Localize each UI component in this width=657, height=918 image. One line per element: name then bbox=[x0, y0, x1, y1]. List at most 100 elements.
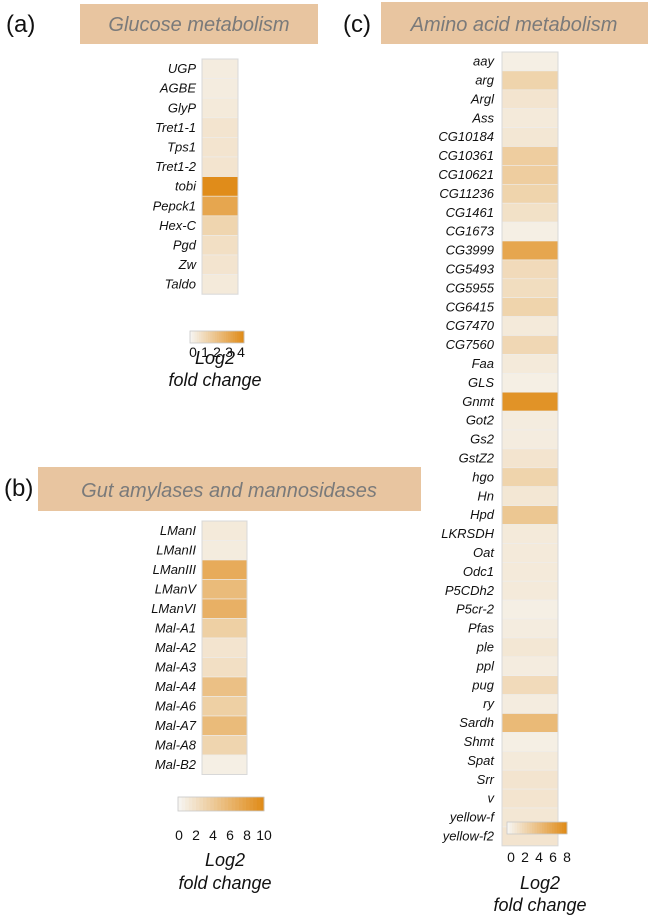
panel-c-title-box bbox=[381, 2, 648, 44]
row-label-cg11236: CG11236 bbox=[439, 186, 494, 201]
panel-a-heatmap: UGP AGBE GlyP Tret1-1 Tps1 Tret1-2 tobi Pepck1 H… bbox=[153, 58, 239, 295]
panel-a-legend-line1: Log2 bbox=[195, 348, 235, 368]
colorbar-tick-label: 6 bbox=[226, 827, 234, 843]
colorbar-segment bbox=[235, 331, 238, 343]
colorbar-tick-label: 2 bbox=[213, 344, 221, 360]
heatmap-cell-spat bbox=[501, 750, 559, 771]
heatmap-cell-glyp bbox=[201, 97, 239, 119]
panel-b-legend-line1: Log2 bbox=[205, 850, 245, 870]
colorbar-segment bbox=[260, 797, 265, 811]
heatmap-cell-gstz2 bbox=[501, 448, 559, 469]
heatmap-cell-mal-a2 bbox=[201, 637, 248, 658]
colorbar-tick-label: 0 bbox=[175, 827, 183, 843]
colorbar-segment bbox=[239, 331, 243, 343]
panel-a-title-box bbox=[80, 4, 318, 44]
row-label-oat: Oat bbox=[473, 545, 495, 560]
heatmap-cell-ass bbox=[501, 108, 559, 128]
colorbar-segment bbox=[557, 822, 560, 834]
colorbar-segment bbox=[554, 822, 558, 834]
colorbar-segment bbox=[237, 331, 240, 343]
colorbar-segment bbox=[249, 797, 254, 811]
panel-c: (c) Amino acid metabolism aay arg Argl Ass C… bbox=[343, 2, 648, 915]
colorbar-segment bbox=[194, 331, 198, 343]
row-label-tret1-1: Tret1-1 bbox=[155, 120, 196, 135]
colorbar-segment bbox=[559, 822, 563, 834]
row-label-ple: ple bbox=[476, 640, 494, 655]
colorbar-tick-label: 2 bbox=[192, 827, 200, 843]
heatmap-cell-lkrsdh bbox=[501, 524, 559, 544]
row-label-cg7560: CG7560 bbox=[446, 337, 495, 352]
heatmap-cell-gs2 bbox=[501, 429, 559, 450]
row-label-ppl: ppl bbox=[476, 658, 495, 673]
colorbar-segment bbox=[181, 797, 186, 811]
row-label-pfas: Pfas bbox=[468, 621, 495, 636]
colorbar-tick-label: 0 bbox=[507, 849, 515, 865]
panel-b-legend-line2: fold change bbox=[178, 873, 271, 893]
colorbar-segment bbox=[544, 822, 548, 834]
colorbar-tick-label: 6 bbox=[549, 849, 557, 865]
row-label-gls: GLS bbox=[468, 375, 494, 390]
heatmap-cell-mal-a6 bbox=[201, 696, 248, 717]
row-label-cg7470: CG7470 bbox=[446, 318, 495, 333]
colorbar-segment bbox=[224, 797, 229, 811]
heatmap-cell-mal-a8 bbox=[201, 735, 248, 756]
heatmap-cell-cg7560 bbox=[501, 335, 559, 355]
row-label-pepck1: Pepck1 bbox=[153, 198, 196, 213]
colorbar-segment bbox=[219, 331, 222, 343]
row-label-p5cr-2: P5cr-2 bbox=[456, 602, 495, 617]
colorbar-segment bbox=[253, 797, 258, 811]
colorbar-tick-label: 4 bbox=[535, 849, 543, 865]
row-label-yellow-f2: yellow-f2 bbox=[442, 829, 495, 844]
panel-b-colorbar: 0 2 4 6 8 10 bbox=[175, 796, 272, 843]
panel-a-legend-line2: fold change bbox=[168, 370, 261, 390]
heatmap-cell-cg10184 bbox=[501, 127, 559, 147]
heatmap-cell-oat bbox=[501, 543, 559, 563]
row-label-pug: pug bbox=[471, 677, 494, 692]
row-label-gstz2: GstZ2 bbox=[459, 451, 495, 466]
heatmap-cell-cg11236 bbox=[501, 184, 559, 204]
colorbar-segment bbox=[214, 331, 218, 343]
colorbar-tick-label: 3 bbox=[225, 344, 233, 360]
heatmap-cell-mal-a1 bbox=[201, 618, 248, 639]
heatmap-cell-tobi bbox=[201, 176, 239, 197]
colorbar-tick-label: 8 bbox=[563, 849, 571, 865]
colorbar-segment bbox=[217, 331, 220, 343]
row-label-cg1461: CG1461 bbox=[446, 205, 494, 220]
colorbar-segment bbox=[241, 331, 245, 343]
heatmap-cell-srr bbox=[501, 769, 559, 790]
colorbar-segment bbox=[203, 797, 208, 811]
heatmap-cell-taldo bbox=[201, 274, 239, 295]
row-label-hn: Hn bbox=[477, 488, 494, 503]
colorbar-segment bbox=[210, 331, 213, 343]
heatmap-cell-argl bbox=[501, 89, 559, 110]
colorbar-segment bbox=[562, 822, 565, 834]
colorbar-segment bbox=[256, 797, 261, 811]
row-label-glyp: GlyP bbox=[168, 100, 197, 115]
colorbar-segment bbox=[519, 822, 523, 834]
heatmap-cell-lmani bbox=[201, 520, 248, 541]
heatmap-cell-mal-a7 bbox=[201, 715, 248, 736]
row-label-faa: Faa bbox=[472, 356, 494, 371]
row-label-yellow-f: yellow-f bbox=[449, 810, 495, 825]
row-label-mal-a1: Mal-A1 bbox=[155, 621, 196, 636]
row-label-tret1-2: Tret1-2 bbox=[155, 159, 197, 174]
colorbar-segment bbox=[238, 797, 243, 811]
heatmap-cell-pgd bbox=[201, 235, 239, 256]
heatmap-cell-pug bbox=[501, 675, 559, 695]
row-label-aay: aay bbox=[473, 54, 495, 69]
row-label-tobi: tobi bbox=[175, 179, 197, 194]
row-label-cg5955: CG5955 bbox=[446, 280, 495, 295]
colorbar-tick-label: 2 bbox=[521, 849, 529, 865]
heatmap-cell-ple bbox=[501, 637, 559, 658]
panel-b: (b) Gut amylases and mannosidases LManIL… bbox=[4, 467, 421, 893]
colorbar-segment bbox=[552, 822, 555, 834]
heatmap-cell-cg5955 bbox=[501, 278, 559, 298]
colorbar-segment bbox=[199, 331, 202, 343]
row-label-tps1: Tps1 bbox=[167, 140, 196, 155]
colorbar-segment bbox=[507, 822, 510, 834]
row-label-lmani: LManI bbox=[160, 523, 197, 538]
row-label-lmaniii: LManIII bbox=[153, 562, 197, 577]
panel-c-legend-line2: fold change bbox=[493, 895, 586, 915]
heatmap-cell-cg3999 bbox=[501, 240, 559, 261]
